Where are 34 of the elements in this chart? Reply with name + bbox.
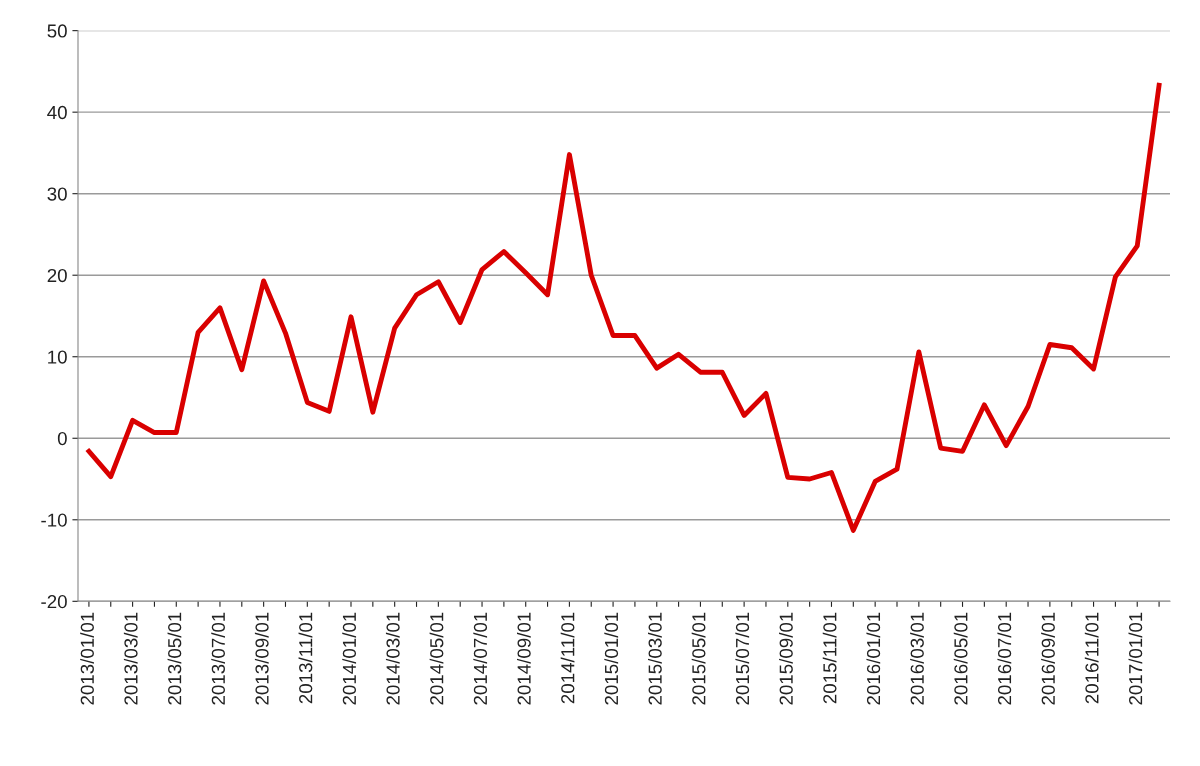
- y-tick-label: 40: [47, 105, 67, 120]
- x-tick-label: 2015/07/01: [735, 612, 750, 705]
- x-tick-label: 2016/01/01: [866, 612, 881, 705]
- y-tick-label: 10: [48, 350, 67, 364]
- x-tick-label: 2015/09/01: [779, 612, 793, 705]
- x-tick-label: 2013/11/01: [298, 612, 313, 704]
- x-tick-label: 2015/11/01: [822, 612, 837, 704]
- x-tick-label: 2017/01/01: [1128, 612, 1143, 705]
- y-tick-label: 0: [57, 431, 67, 446]
- y-tick-label: 30: [47, 187, 67, 201]
- y-tick-label: -20: [41, 595, 67, 609]
- x-tick-label: 2014/11/01: [560, 612, 575, 704]
- y-tick-label: 20: [47, 268, 67, 283]
- x-tick-label: 2016/11/01: [1084, 612, 1099, 704]
- x-tick-label: 2013/01/01: [80, 612, 94, 705]
- x-tick-label: 2013/09/01: [254, 612, 269, 705]
- x-tick-label: 2013/07/01: [211, 612, 225, 705]
- y-tick-label: -10: [41, 513, 67, 527]
- x-tick-label: 2016/07/01: [997, 612, 1012, 705]
- y-tick-label: 50: [47, 24, 67, 38]
- x-tick-label: 2015/01/01: [604, 612, 619, 705]
- x-tick-label: 2015/03/01: [648, 612, 662, 705]
- line-series: [86, 82, 1162, 533]
- x-tick-label: 2014/05/01: [429, 612, 444, 705]
- x-tick-label: 2013/05/01: [167, 612, 182, 705]
- x-tick-label: 2014/03/01: [385, 612, 400, 705]
- x-tick-label: 2016/09/01: [1041, 612, 1055, 705]
- x-tick-label: 2014/09/01: [516, 612, 531, 705]
- x-tick-label: 2013/03/01: [123, 612, 138, 705]
- x-tick-label: 2015/05/01: [691, 612, 706, 705]
- x-tick-label: 2014/07/01: [473, 612, 488, 705]
- x-tick-label: 2014/01/01: [342, 612, 357, 705]
- x-tick-label: 2016/05/01: [953, 612, 968, 705]
- x-tick-label: 2016/03/01: [910, 612, 924, 705]
